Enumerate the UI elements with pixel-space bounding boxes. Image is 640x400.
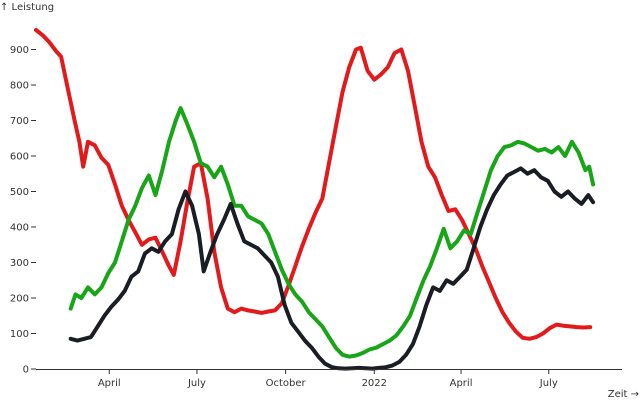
x-axis-ticks: April July October 2022 April July <box>98 369 558 389</box>
y-tick-label: 200 <box>10 294 29 305</box>
series-line-3 <box>68 166 596 371</box>
x-tick-label: 2022 <box>362 378 387 389</box>
series-layer <box>34 28 596 371</box>
y-tick-label: 100 <box>10 329 29 340</box>
x-axis-title: Zeit → <box>608 389 639 400</box>
x-tick-label: July <box>187 378 206 389</box>
series-line-1 <box>34 28 593 341</box>
y-axis-ticks: 0 100 200 300 400 500 600 700 800 900 <box>10 45 36 376</box>
y-tick-label: 400 <box>10 223 29 234</box>
series-line-2 <box>68 106 596 359</box>
y-tick-label: 800 <box>10 81 29 92</box>
y-tick-label: 500 <box>10 187 29 198</box>
y-tick-label: 600 <box>10 152 29 163</box>
y-tick-label: 300 <box>10 258 29 269</box>
y-tick-label: 700 <box>10 116 29 127</box>
y-tick-label: 0 <box>23 365 29 376</box>
y-axis-title: ↑ Leistung <box>0 2 54 13</box>
x-tick-label: April <box>98 378 121 389</box>
x-tick-label: July <box>539 378 558 389</box>
y-tick-label: 900 <box>10 45 29 56</box>
x-tick-label: October <box>266 378 307 389</box>
x-tick-label: April <box>450 378 473 389</box>
